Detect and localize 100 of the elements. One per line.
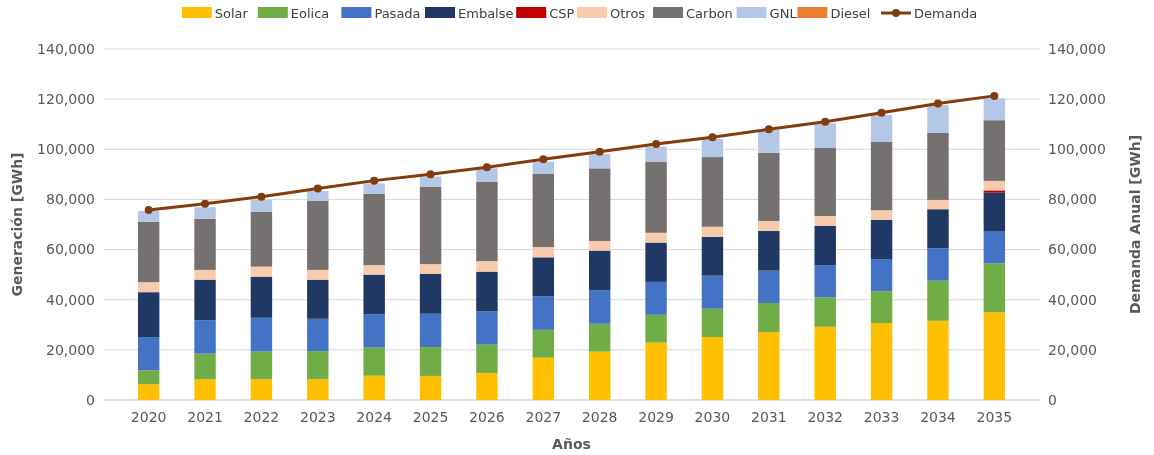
bar xyxy=(532,257,555,297)
point xyxy=(426,170,435,179)
bar xyxy=(983,190,1006,193)
y-tick-label: 60,000 xyxy=(46,241,95,258)
bar xyxy=(983,312,1006,400)
x-tick-label: 2020 xyxy=(130,409,167,425)
bar xyxy=(307,318,329,352)
x-tick-label: 2031 xyxy=(751,409,787,425)
x-tick-label: 2033 xyxy=(863,409,900,425)
bar xyxy=(532,296,555,330)
bar xyxy=(307,190,329,201)
bar xyxy=(814,265,836,298)
bar xyxy=(701,139,724,158)
x-tick-label: 2028 xyxy=(581,409,618,425)
x-tick-label: 2034 xyxy=(920,409,956,425)
bar xyxy=(194,218,216,270)
x-axis-title: Años xyxy=(552,436,591,452)
y2-tick-label: 60,000 xyxy=(1048,241,1097,258)
x-tick-label: 2026 xyxy=(469,409,505,425)
bar xyxy=(645,314,667,343)
point xyxy=(482,163,491,172)
legend-label: Pasada xyxy=(374,6,421,21)
bar xyxy=(250,276,273,318)
bar xyxy=(927,209,949,249)
x-tick-label: 2021 xyxy=(187,409,223,425)
bar xyxy=(532,329,555,358)
bar xyxy=(363,314,385,348)
point xyxy=(144,205,153,214)
point xyxy=(990,91,999,100)
legend-label: Embalse xyxy=(458,6,514,21)
bar xyxy=(870,291,893,324)
bar xyxy=(476,181,498,262)
bar xyxy=(419,176,442,187)
x-tick-label: 2027 xyxy=(525,409,562,425)
bar xyxy=(250,317,273,352)
bar xyxy=(137,384,160,400)
y-tick-label: 120,000 xyxy=(37,91,95,108)
point xyxy=(652,140,661,149)
bar xyxy=(419,264,442,274)
bar xyxy=(250,199,273,212)
bar xyxy=(419,186,442,265)
bar xyxy=(870,210,893,220)
legend-label: Solar xyxy=(214,6,249,21)
y-tick-label: 20,000 xyxy=(46,341,95,358)
bar xyxy=(194,320,216,354)
bar xyxy=(476,311,498,345)
bar xyxy=(701,236,724,276)
bar xyxy=(758,231,780,271)
bar xyxy=(645,342,667,400)
bar xyxy=(250,266,273,277)
bar xyxy=(588,154,611,169)
y-tick-label: 100,000 xyxy=(37,141,95,158)
y2-tick-label: 100,000 xyxy=(1048,141,1106,158)
bar xyxy=(758,302,780,333)
bar xyxy=(363,265,385,275)
bar xyxy=(307,200,329,270)
y-axis-title: Generación [GWh] xyxy=(9,152,25,297)
y-tick-label: 40,000 xyxy=(46,291,95,308)
point xyxy=(877,108,886,117)
bar xyxy=(983,180,1006,191)
bar xyxy=(645,281,667,315)
bar xyxy=(645,161,667,233)
bar xyxy=(758,270,780,303)
legend-label: Diesel xyxy=(830,6,871,21)
bar xyxy=(532,173,555,248)
point xyxy=(539,155,548,164)
x-tick-label: 2035 xyxy=(976,409,1013,425)
bar xyxy=(588,290,611,324)
bar xyxy=(588,250,611,291)
y-tick-label: 140,000 xyxy=(37,40,95,57)
bar xyxy=(476,261,498,272)
bar xyxy=(588,168,611,242)
legend-label: Demanda xyxy=(914,6,978,21)
bar xyxy=(927,199,949,210)
bar xyxy=(701,308,724,338)
bar xyxy=(137,292,160,338)
bar xyxy=(758,152,780,221)
bar xyxy=(419,347,442,376)
bar xyxy=(307,351,329,380)
bar xyxy=(983,98,1006,121)
bar xyxy=(927,132,949,200)
bar xyxy=(927,104,949,133)
bar xyxy=(419,273,442,314)
bar xyxy=(194,353,216,380)
x-tick-label: 2032 xyxy=(807,409,844,425)
bar xyxy=(814,123,836,149)
bar xyxy=(814,297,836,327)
bar xyxy=(532,357,555,400)
bar xyxy=(137,337,160,371)
x-tick-label: 2029 xyxy=(638,409,674,425)
y-tick-label: 0 xyxy=(86,391,95,408)
bar xyxy=(701,226,724,237)
bar xyxy=(983,231,1006,264)
bar xyxy=(927,248,949,281)
legend-label: Eolica xyxy=(290,6,330,21)
y2-tick-label: 80,000 xyxy=(1048,191,1097,208)
point xyxy=(201,199,210,208)
legend-label: Otros xyxy=(610,6,646,21)
point xyxy=(313,184,322,193)
bar xyxy=(250,379,273,400)
